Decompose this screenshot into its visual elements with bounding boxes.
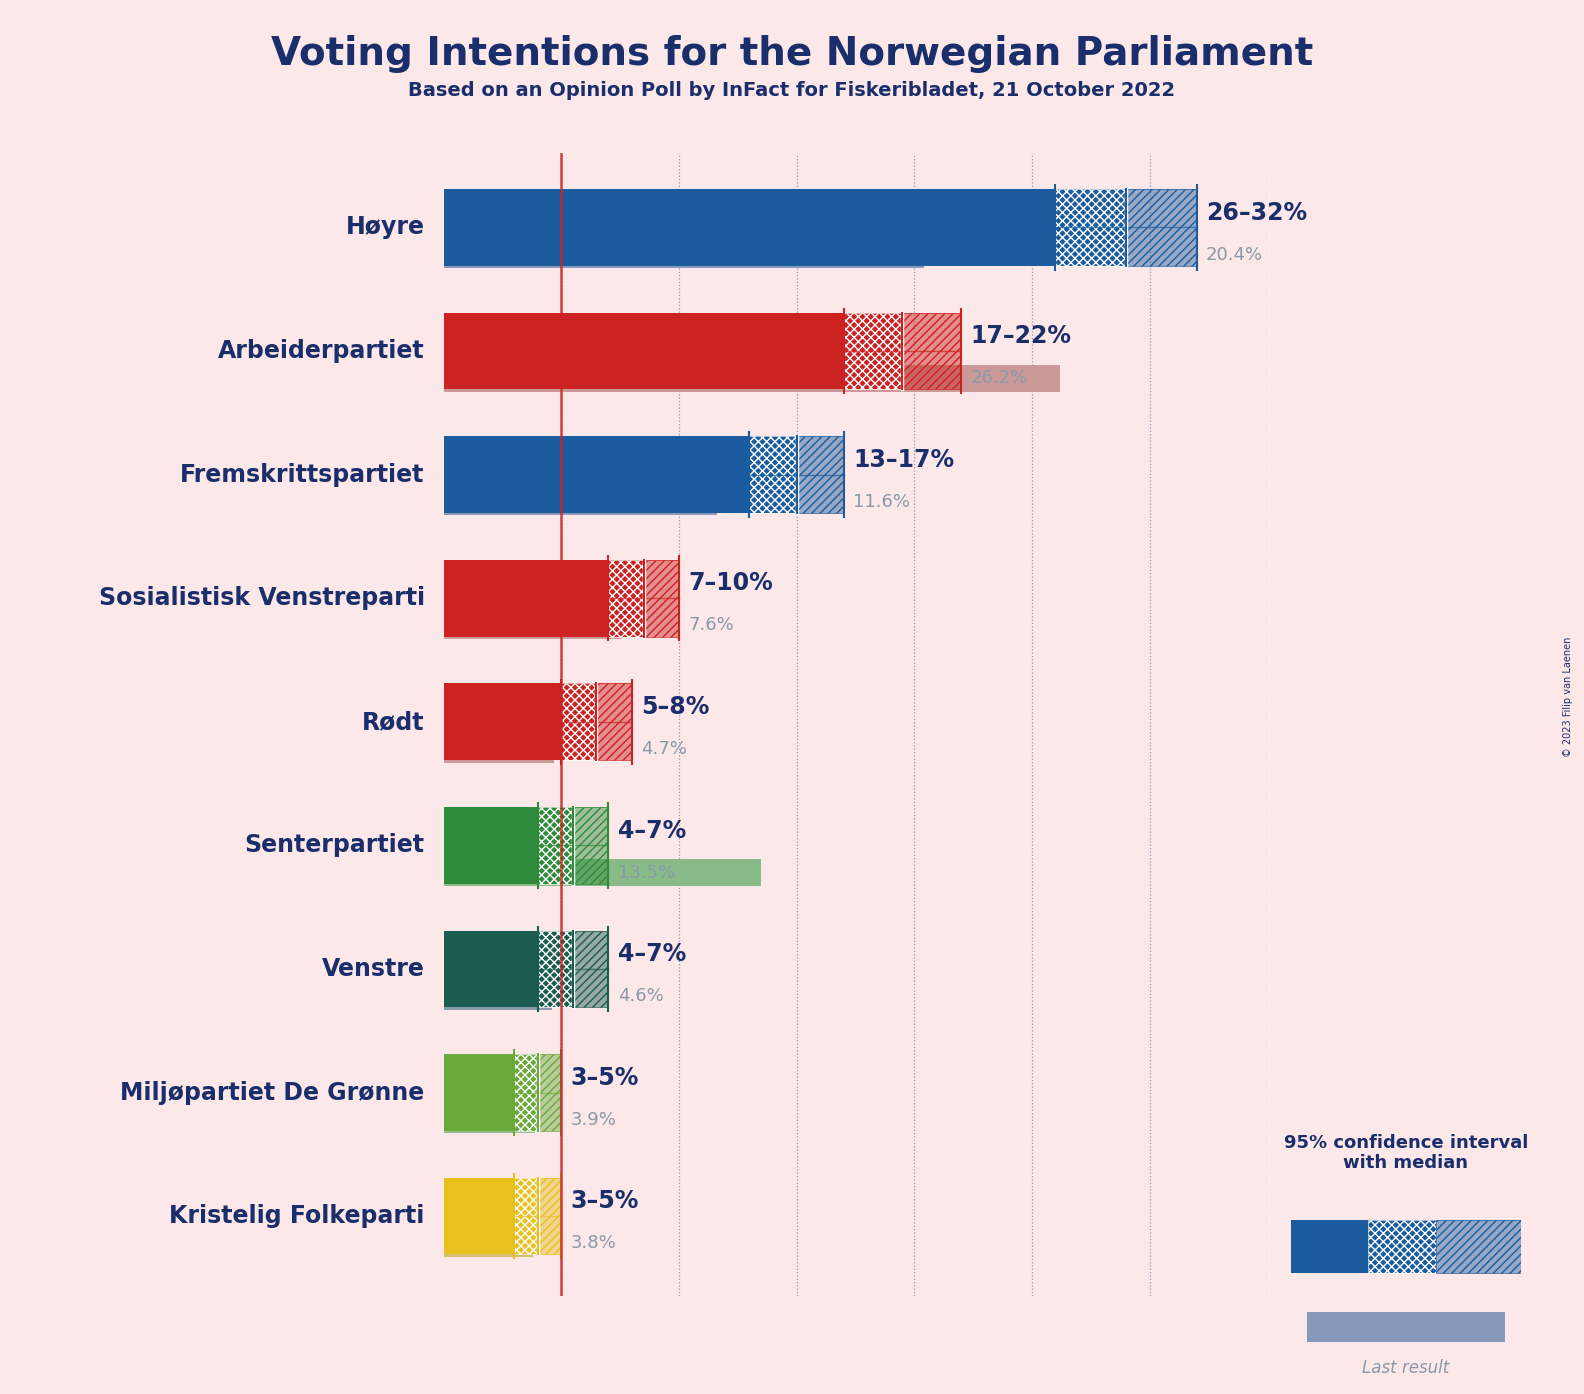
Bar [444, 1054, 515, 1131]
Bar [444, 312, 844, 389]
Bar [444, 436, 749, 513]
Bar [1126, 190, 1196, 266]
Bar [444, 859, 762, 887]
Bar [444, 488, 716, 516]
Text: 4.7%: 4.7% [642, 740, 687, 758]
Text: 11.6%: 11.6% [854, 493, 909, 510]
Text: 4–7%: 4–7% [618, 818, 686, 842]
Bar [797, 436, 844, 513]
Text: Arbeiderpartiet: Arbeiderpartiet [219, 339, 425, 362]
Bar [537, 807, 573, 884]
Bar [561, 683, 597, 760]
Text: Last result: Last result [1362, 1359, 1449, 1377]
Bar [608, 560, 643, 637]
Text: Rødt: Rødt [363, 710, 425, 733]
Bar [1437, 1220, 1521, 1273]
Bar [573, 931, 608, 1008]
Bar [444, 612, 623, 638]
Bar [903, 312, 961, 389]
Bar [444, 190, 1055, 266]
Bar [537, 807, 573, 884]
Bar [749, 436, 797, 513]
Text: 7.6%: 7.6% [689, 616, 733, 634]
Text: Fremskrittspartiet: Fremskrittspartiet [181, 463, 425, 487]
Bar [561, 683, 597, 760]
Text: 4–7%: 4–7% [618, 942, 686, 966]
Bar [537, 1054, 561, 1131]
Bar [797, 436, 844, 513]
Text: 3.9%: 3.9% [570, 1111, 616, 1129]
Bar [573, 931, 608, 1008]
Bar [537, 1178, 561, 1255]
Text: 7–10%: 7–10% [689, 572, 773, 595]
Bar [444, 241, 923, 268]
Bar [444, 1230, 532, 1257]
Bar [444, 560, 608, 637]
Text: © 2023 Filip van Laenen: © 2023 Filip van Laenen [1563, 637, 1573, 757]
Bar [1437, 1220, 1521, 1273]
Bar [444, 1178, 515, 1255]
Bar [573, 807, 608, 884]
Bar [444, 983, 551, 1009]
Bar [1367, 1220, 1437, 1273]
Bar [903, 312, 961, 389]
Text: 3.8%: 3.8% [570, 1234, 616, 1252]
Bar [515, 1054, 537, 1131]
Text: 3–5%: 3–5% [570, 1065, 638, 1090]
Bar [444, 931, 537, 1008]
Text: 95% confidence interval
with median: 95% confidence interval with median [1283, 1133, 1529, 1172]
Text: 3–5%: 3–5% [570, 1189, 638, 1213]
Bar [608, 560, 643, 637]
Bar [537, 1178, 561, 1255]
Bar [444, 365, 1060, 392]
Bar [515, 1178, 537, 1255]
Text: 13.5%: 13.5% [618, 863, 675, 881]
Bar [1367, 1220, 1437, 1273]
Bar [444, 1105, 535, 1133]
Text: 13–17%: 13–17% [854, 447, 954, 471]
Bar [749, 436, 797, 513]
Bar [444, 807, 537, 884]
Text: 4.6%: 4.6% [618, 987, 664, 1005]
Text: Miljøpartiet De Grønne: Miljøpartiet De Grønne [120, 1080, 425, 1104]
Bar [844, 312, 903, 389]
Text: Sosialistisk Venstreparti: Sosialistisk Venstreparti [98, 587, 425, 611]
Bar [1126, 190, 1196, 266]
Bar [1055, 190, 1126, 266]
Bar [597, 683, 632, 760]
Text: 17–22%: 17–22% [971, 325, 1072, 348]
Text: 26–32%: 26–32% [1205, 201, 1307, 224]
Text: Based on an Opinion Poll by InFact for Fiskeribladet, 21 October 2022: Based on an Opinion Poll by InFact for F… [409, 81, 1175, 100]
Bar [1055, 190, 1126, 266]
Text: 20.4%: 20.4% [1205, 245, 1262, 263]
Bar [1291, 1220, 1367, 1273]
Bar [515, 1178, 537, 1255]
Text: 26.2%: 26.2% [971, 369, 1028, 388]
Bar [444, 736, 554, 763]
Text: Høyre: Høyre [345, 216, 425, 240]
Text: Senterpartiet: Senterpartiet [244, 834, 425, 857]
Text: Venstre: Venstre [322, 956, 425, 981]
Bar [537, 931, 573, 1008]
Text: Kristelig Folkeparti: Kristelig Folkeparti [169, 1204, 425, 1228]
Text: Voting Intentions for the Norwegian Parliament: Voting Intentions for the Norwegian Parl… [271, 35, 1313, 72]
Bar [515, 1054, 537, 1131]
Bar [537, 931, 573, 1008]
Bar [573, 807, 608, 884]
Bar [844, 312, 903, 389]
Bar [643, 560, 680, 637]
Bar [444, 683, 561, 760]
Bar [597, 683, 632, 760]
Bar [643, 560, 680, 637]
Bar [537, 1054, 561, 1131]
Text: 5–8%: 5–8% [642, 696, 710, 719]
